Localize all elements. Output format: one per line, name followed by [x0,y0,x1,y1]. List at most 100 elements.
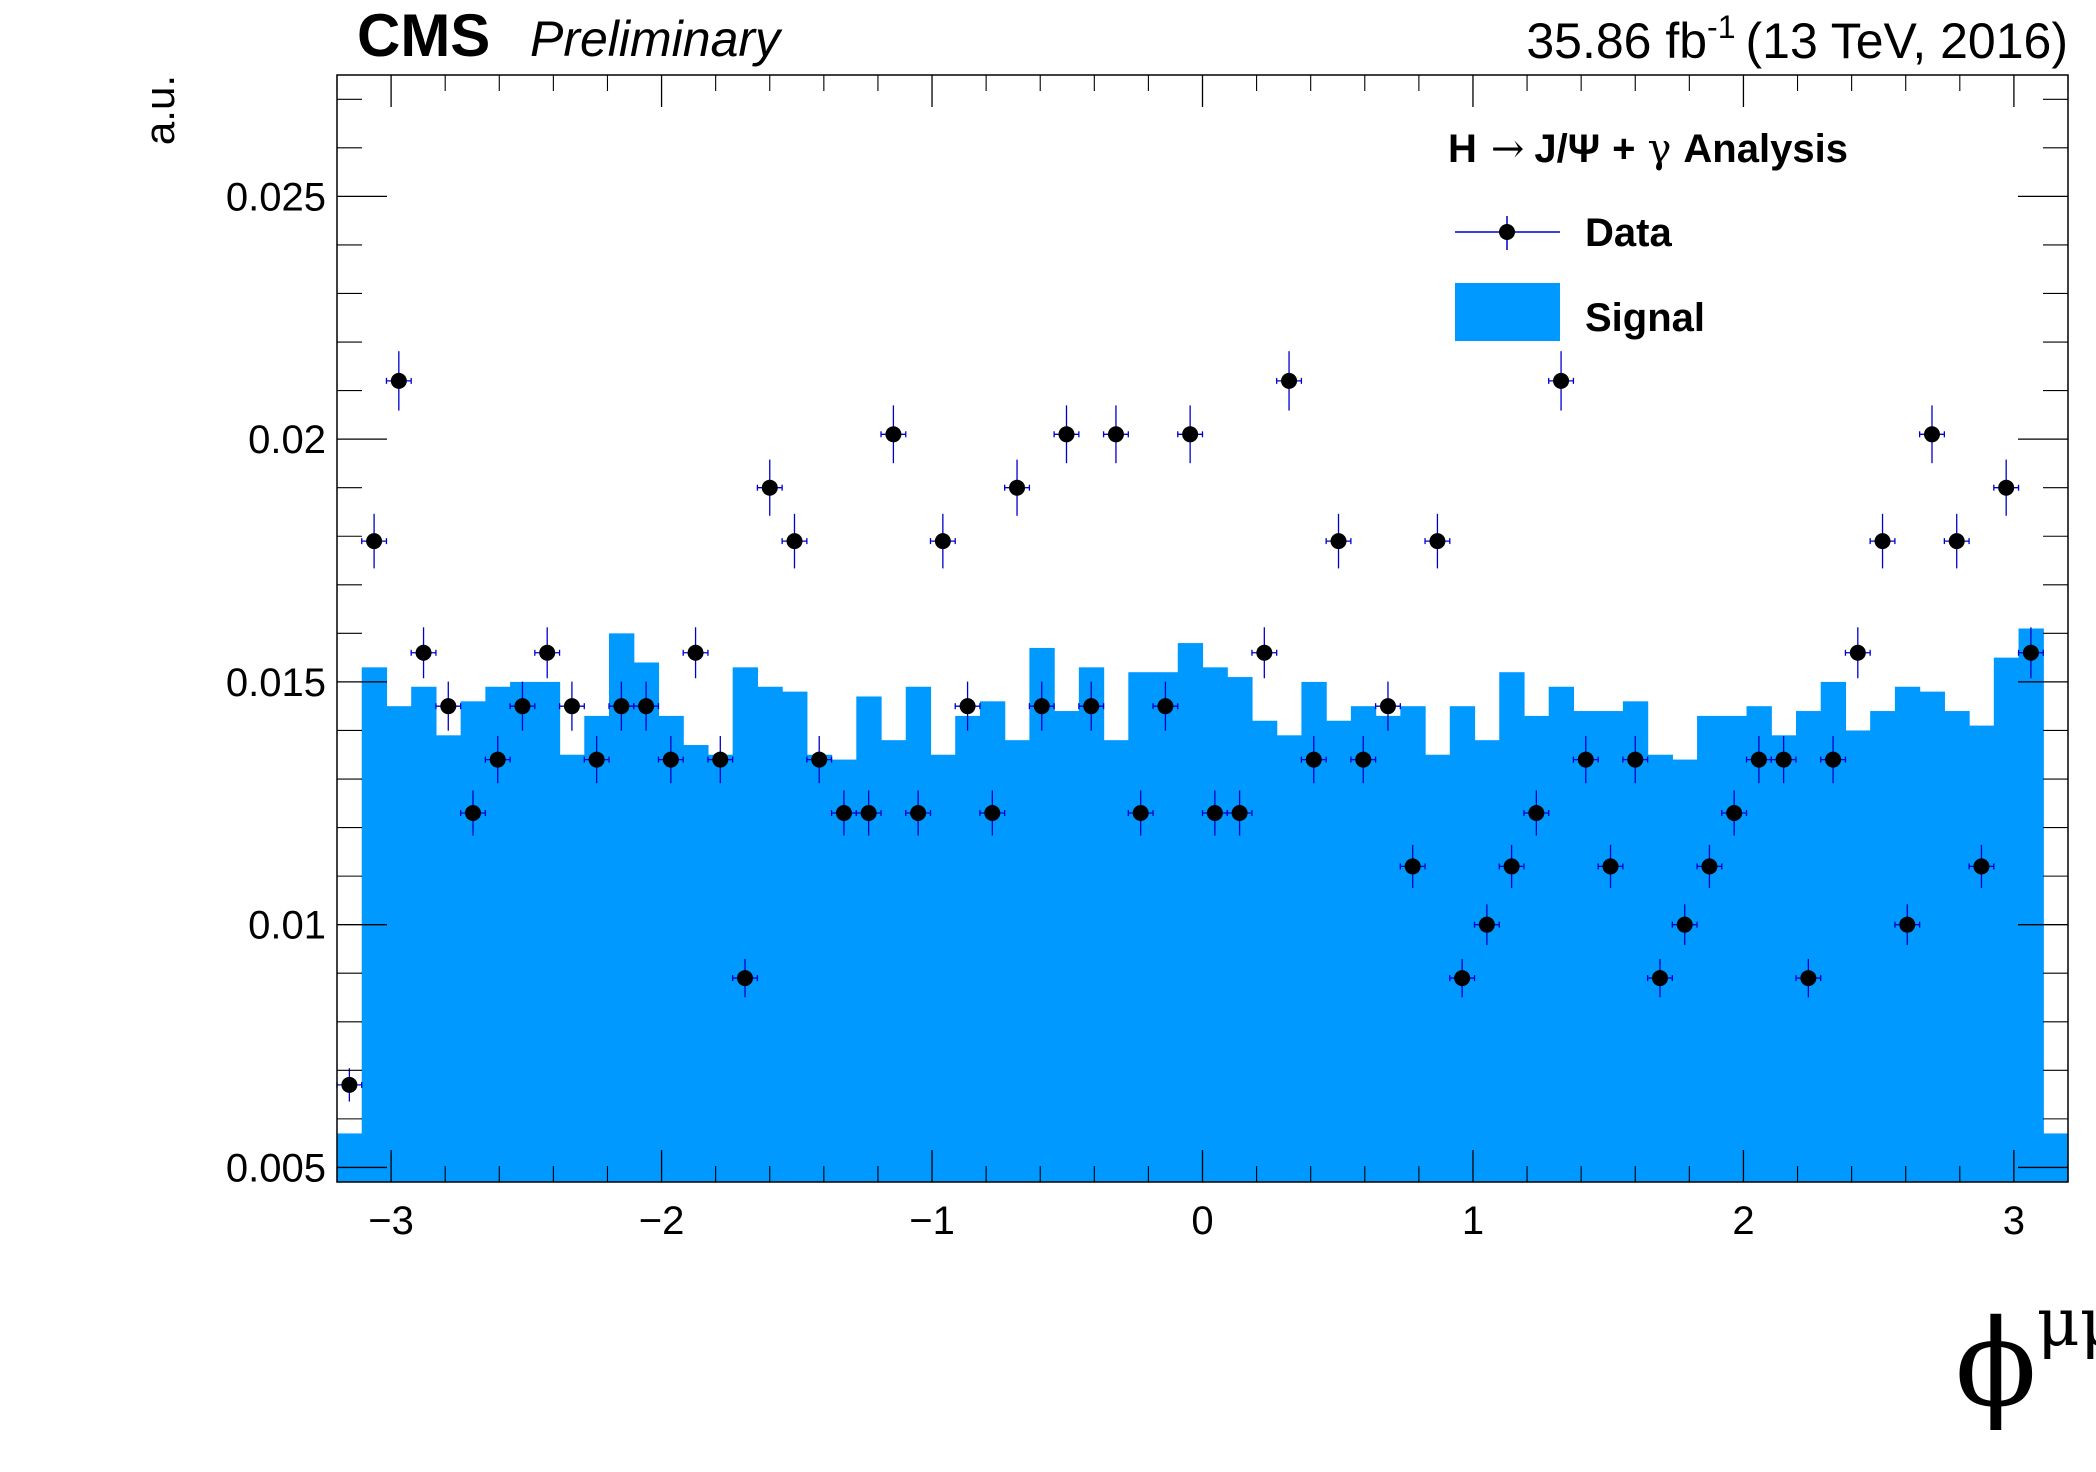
data-point [613,698,630,715]
data-point [2022,644,2039,661]
signal-bar [1499,672,1525,1182]
lumi-label: 35.86 fb-1 (13 TeV, 2016) [1526,9,2068,69]
data-point [638,698,655,715]
data-markers [341,372,2039,1093]
data-point [1033,698,1050,715]
y-tick-label: 0.01 [248,904,326,948]
x-axis-label: ϕμμ [1955,1284,2096,1434]
data-point [1231,805,1248,821]
x-axis-label-base: ϕ [1955,1295,2037,1434]
lumi-value: 35.86 fb [1526,13,1707,69]
x-tick-label: 2 [1732,1199,1754,1243]
y-axis-label: a.u. [136,75,183,145]
signal-bar [1795,711,1822,1182]
data-point [1454,970,1471,987]
signal-bar [856,696,882,1182]
experiment-label: CMS [357,2,490,69]
data-point [1330,533,1347,550]
data-point [1627,751,1644,768]
data-point [885,426,902,443]
signal-bar [1474,740,1500,1182]
signal-bar [2018,628,2044,1182]
legend-title-jpsi: J/Ψ [1534,127,1600,171]
data-point [835,805,852,821]
signal-bar [1326,720,1352,1182]
signal-bar [707,754,734,1182]
data-point [811,751,828,768]
data-point [712,751,729,768]
signal-bar [435,735,462,1182]
signal-bar [559,754,585,1182]
signal-bar [510,681,536,1182]
legend-title: H → J/Ψ + γ Analysis [1448,126,1848,172]
signal-bar [1004,740,1030,1182]
legend-entry-data: Data [1455,211,1672,255]
signal-bar [1350,706,1377,1182]
signal-bar [1721,715,1748,1182]
data-point [1973,858,1990,875]
legend-data-marker [1499,224,1515,240]
data-point [1281,372,1298,389]
data-point [1923,426,1940,443]
signal-bar [1054,711,1080,1182]
signal-bar [1993,657,2020,1182]
signal-bar [1919,691,1945,1182]
data-point [662,751,679,768]
data-point [366,533,383,550]
signal-bar [1449,706,1476,1182]
data-point [1553,372,1570,389]
signal-bar [1153,672,1179,1182]
signal-bar [979,701,1006,1182]
signal-bar [1425,754,1451,1182]
data-point [786,533,803,550]
signal-bar [1276,735,1303,1182]
x-tick-label: 1 [1462,1199,1484,1243]
data-point [687,644,704,661]
data-point [1206,805,1223,821]
data-point [1256,644,1273,661]
signal-bar [1598,711,1624,1182]
data-point [1009,479,1026,496]
data-point [341,1076,358,1093]
signal-bar [757,686,783,1182]
data-point [1701,858,1718,875]
data-point [1528,805,1545,821]
signal-bar [1672,759,1698,1182]
y-tick-label: 0.005 [226,1146,326,1190]
data-point [737,970,754,987]
data-point [1379,698,1396,715]
data-point [1182,426,1199,443]
plot-frame [336,74,2069,1183]
signal-bar [1548,686,1575,1182]
signal-bar [806,754,833,1182]
signal-bar [1870,711,1896,1182]
legend-signal-label: Signal [1585,296,1705,340]
data-point [934,533,951,550]
signal-bar [782,691,808,1182]
data-point [588,751,605,768]
y-tick-label: 0.015 [226,661,326,705]
y-tick-label: 0.02 [248,418,326,462]
signal-bar [411,686,437,1182]
signal-bar [337,1133,363,1182]
y-tick-label: 0.025 [226,175,326,219]
data-point [984,805,1001,821]
x-axis-label-sup: μμ [2037,1284,2096,1361]
data-point [1849,644,1866,661]
legend-entry-signal: Signal [1455,283,1705,341]
signal-bar [2043,1133,2069,1182]
signal-histogram [337,628,2069,1182]
legend-title-gamma: γ [1648,126,1672,172]
data-point [1602,858,1619,875]
signal-bar [955,715,981,1182]
signal-bar [633,662,660,1182]
data-point [539,644,556,661]
signal-bar [1251,720,1278,1182]
data-point [1157,698,1174,715]
data-point [465,805,482,821]
data-point [1083,698,1100,715]
signal-bar [905,686,932,1182]
signal-bar [732,667,758,1182]
data-point [1825,751,1842,768]
